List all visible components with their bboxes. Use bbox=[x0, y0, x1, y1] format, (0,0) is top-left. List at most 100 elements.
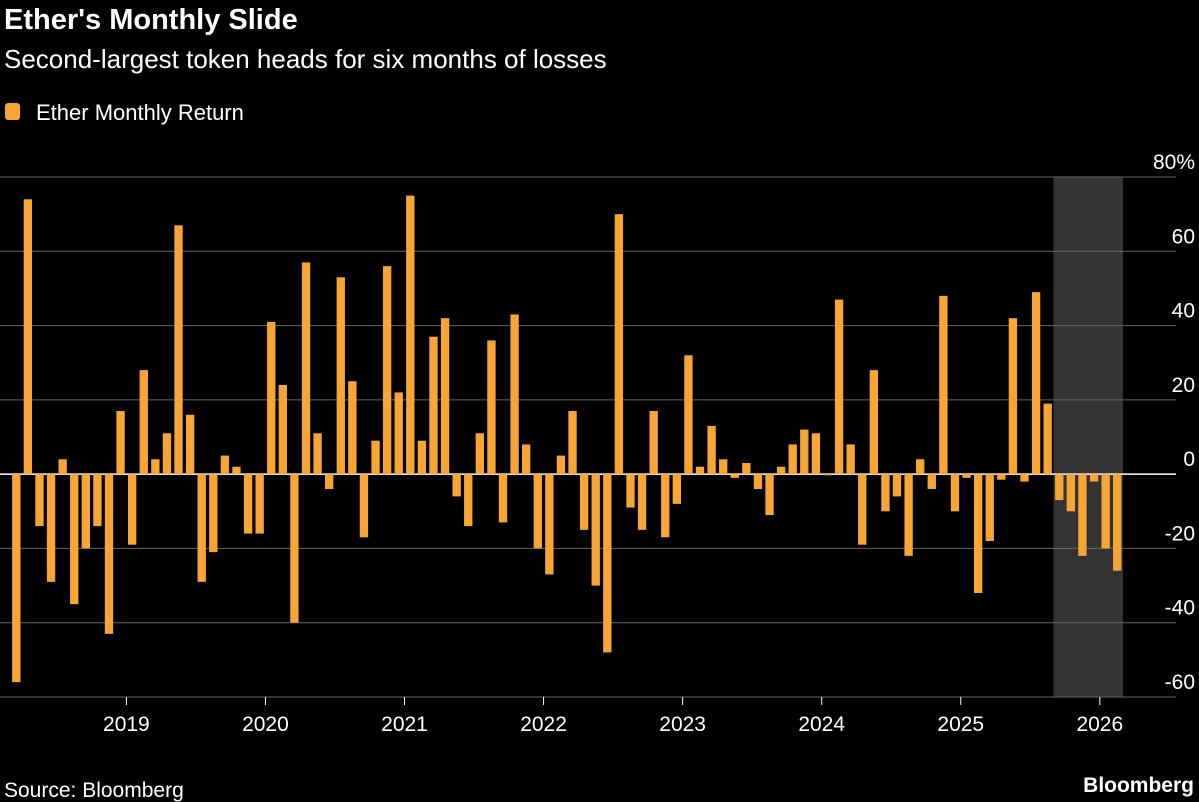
bar bbox=[417, 440, 427, 475]
bar bbox=[950, 474, 960, 512]
bar bbox=[661, 474, 670, 538]
x-tick-label: 2022 bbox=[520, 713, 567, 736]
bar bbox=[475, 433, 485, 475]
bar bbox=[545, 474, 554, 575]
bar bbox=[359, 474, 369, 538]
x-tick-label: 2024 bbox=[798, 713, 845, 736]
bar bbox=[382, 266, 392, 475]
bar bbox=[1101, 474, 1110, 549]
bar bbox=[707, 425, 716, 475]
bar bbox=[753, 474, 763, 489]
bar bbox=[811, 433, 821, 475]
bar bbox=[371, 440, 380, 475]
bar bbox=[498, 474, 508, 523]
bar bbox=[23, 199, 33, 475]
bar bbox=[533, 474, 542, 549]
bar bbox=[765, 474, 774, 515]
y-tick-label: -40 bbox=[1165, 597, 1195, 620]
bar bbox=[1008, 318, 1018, 475]
bar bbox=[1043, 403, 1052, 475]
bar bbox=[776, 466, 786, 475]
bar bbox=[522, 444, 531, 475]
bar bbox=[313, 433, 322, 475]
bar bbox=[603, 474, 612, 653]
bar bbox=[997, 474, 1006, 480]
bar bbox=[742, 463, 751, 475]
bar bbox=[904, 474, 913, 556]
bar bbox=[649, 411, 658, 475]
bar bbox=[104, 474, 114, 634]
bar bbox=[858, 474, 867, 545]
x-tick-label: 2019 bbox=[103, 713, 150, 736]
bar bbox=[255, 474, 264, 534]
bar bbox=[939, 295, 948, 475]
bar bbox=[719, 459, 728, 475]
y-tick-label: 0 bbox=[1183, 448, 1195, 471]
bar bbox=[209, 474, 218, 553]
bar bbox=[672, 474, 682, 504]
bar bbox=[243, 474, 253, 534]
bar bbox=[556, 455, 566, 475]
x-tick-label: 2025 bbox=[937, 713, 984, 736]
bar bbox=[1020, 474, 1029, 482]
bar bbox=[93, 474, 102, 527]
x-tick-label: 2023 bbox=[659, 713, 706, 736]
bar bbox=[1078, 474, 1087, 556]
highlight-layer bbox=[1053, 177, 1123, 697]
bar bbox=[568, 411, 577, 475]
bar bbox=[325, 474, 334, 489]
chart-subtitle: Second-largest token heads for six month… bbox=[4, 44, 607, 74]
y-tick-label: 40 bbox=[1172, 300, 1195, 323]
bar bbox=[869, 370, 879, 475]
bar bbox=[579, 474, 589, 530]
bar bbox=[1066, 474, 1076, 512]
y-tick-label: 60 bbox=[1172, 225, 1195, 248]
bar bbox=[927, 474, 936, 489]
bar bbox=[916, 459, 925, 475]
bar bbox=[139, 370, 148, 475]
bar bbox=[985, 474, 994, 541]
bar bbox=[800, 429, 809, 475]
bar bbox=[151, 459, 160, 475]
brand: Bloomberg bbox=[1083, 774, 1194, 797]
bar bbox=[81, 474, 90, 549]
bar bbox=[220, 455, 230, 475]
bar bbox=[290, 474, 299, 623]
bar bbox=[591, 474, 600, 586]
bar bbox=[174, 225, 183, 475]
bar bbox=[394, 392, 403, 475]
bar bbox=[278, 385, 288, 475]
bar bbox=[162, 433, 172, 475]
bar bbox=[1089, 474, 1099, 482]
bar bbox=[452, 474, 461, 497]
bar bbox=[834, 299, 844, 475]
bar bbox=[614, 214, 624, 475]
bar bbox=[197, 474, 206, 582]
chart-title: Ether's Monthly Slide bbox=[4, 4, 298, 36]
bar bbox=[58, 459, 67, 475]
bar bbox=[35, 474, 44, 527]
bar bbox=[962, 474, 971, 478]
bar bbox=[487, 340, 496, 475]
bar bbox=[232, 466, 241, 475]
y-tick-label: -60 bbox=[1165, 671, 1195, 694]
bar bbox=[116, 411, 125, 475]
bar bbox=[1031, 292, 1041, 475]
source: Source: Bloomberg bbox=[4, 779, 184, 802]
legend-label: Ether Monthly Return bbox=[36, 100, 244, 125]
x-tick-label: 2021 bbox=[381, 713, 428, 736]
bar bbox=[185, 414, 195, 475]
bar bbox=[637, 474, 647, 530]
bar-layer bbox=[12, 195, 1122, 683]
bar bbox=[973, 474, 983, 593]
bar bbox=[301, 262, 311, 475]
bar bbox=[881, 474, 890, 512]
bar bbox=[788, 444, 797, 475]
bar bbox=[440, 318, 450, 475]
bar bbox=[1055, 474, 1064, 501]
bar bbox=[730, 474, 739, 478]
x-tick-label: 2020 bbox=[242, 713, 289, 736]
highlight-band bbox=[1053, 177, 1123, 697]
